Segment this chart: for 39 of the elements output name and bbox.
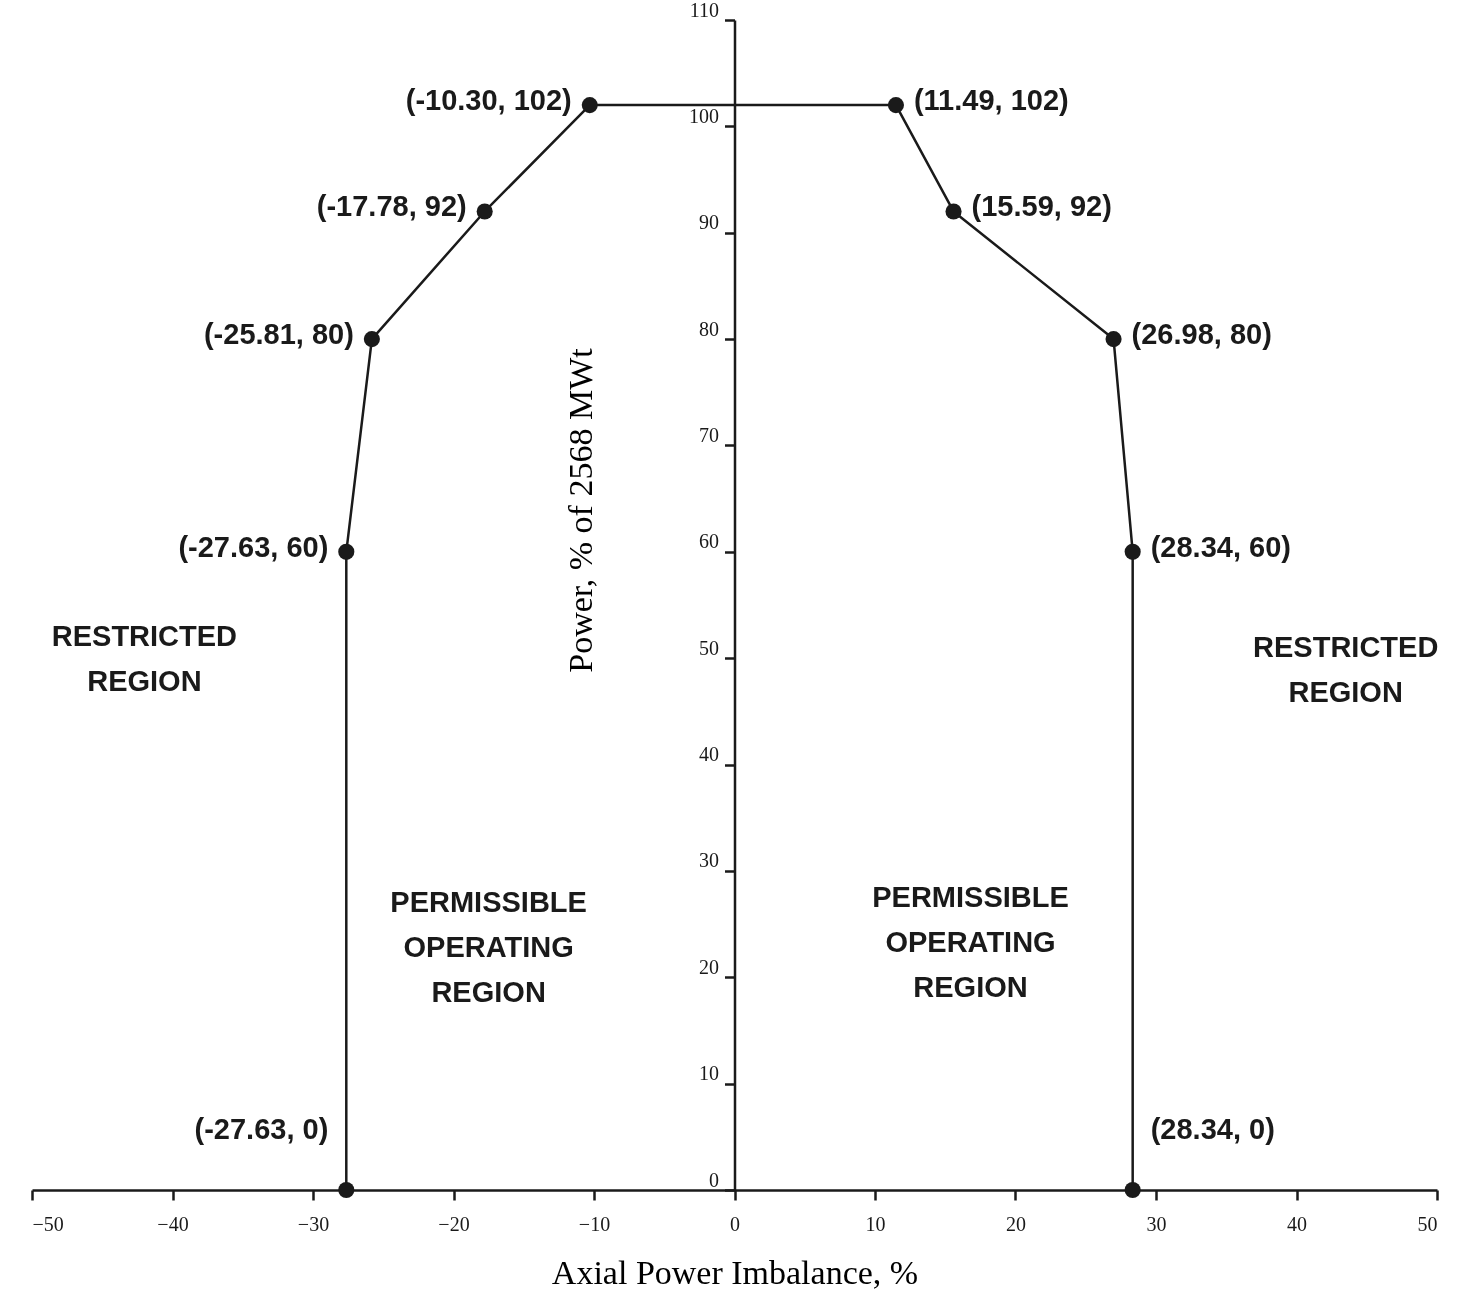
x-tick-label: 20 (1006, 1212, 1026, 1235)
x-tick-label: −10 (578, 1212, 611, 1235)
data-label: (15.59, 92) (971, 190, 1112, 223)
annotation: RESTRICTED REGION (1253, 630, 1439, 708)
y-tick-label: 80 (699, 317, 719, 340)
x-tick-label: 0 (730, 1212, 740, 1235)
x-tick-label: −40 (157, 1212, 189, 1235)
data-label: (-27.63, 60) (178, 530, 329, 563)
y-tick-label: 110 (689, 0, 719, 21)
y-tick-label: 50 (699, 636, 719, 659)
y-axis-title: Power, % of 2568 MWt (562, 347, 599, 673)
x-tick-label: 30 (1146, 1212, 1167, 1235)
data-label: (28.34, 0) (1150, 1113, 1275, 1145)
y-tick-label: 100 (689, 104, 719, 127)
y-tick-label: 60 (699, 530, 719, 553)
data-label: (-17.78, 92) (316, 190, 467, 223)
y-tick-label: 0 (709, 1168, 719, 1191)
y-tick-label: 10 (699, 1062, 719, 1085)
annotation: RESTRICTED REGION (51, 619, 238, 697)
y-tick-label: 30 (699, 849, 719, 872)
data-label: (26.98, 80) (1131, 318, 1272, 351)
data-label: (-27.63, 0) (194, 1113, 329, 1145)
x-tick-label: −20 (438, 1212, 470, 1235)
x-tick-label: −30 (297, 1212, 330, 1235)
data-label: (11.49, 102) (913, 84, 1069, 117)
annotation: PERMISSIBLE OPERATING REGION (872, 880, 1069, 1003)
x-tick-label: 10 (865, 1212, 886, 1235)
data-label: (-25.81, 80) (203, 318, 354, 351)
x-axis-title: Axial Power Imbalance, % (551, 1253, 919, 1291)
y-tick-label: 70 (699, 423, 719, 446)
y-tick-label: 40 (699, 743, 719, 766)
y-tick-label: 90 (699, 211, 719, 234)
annotation: PERMISSIBLE OPERATING REGION (390, 885, 587, 1008)
data-label: (28.34, 60) (1150, 530, 1291, 563)
x-tick-label: 50 (1417, 1212, 1438, 1235)
data-label: (-10.30, 102) (405, 84, 572, 117)
x-tick-label: −50 (32, 1212, 64, 1235)
x-tick-label: 40 (1287, 1212, 1307, 1235)
y-tick-label: 20 (699, 955, 719, 978)
